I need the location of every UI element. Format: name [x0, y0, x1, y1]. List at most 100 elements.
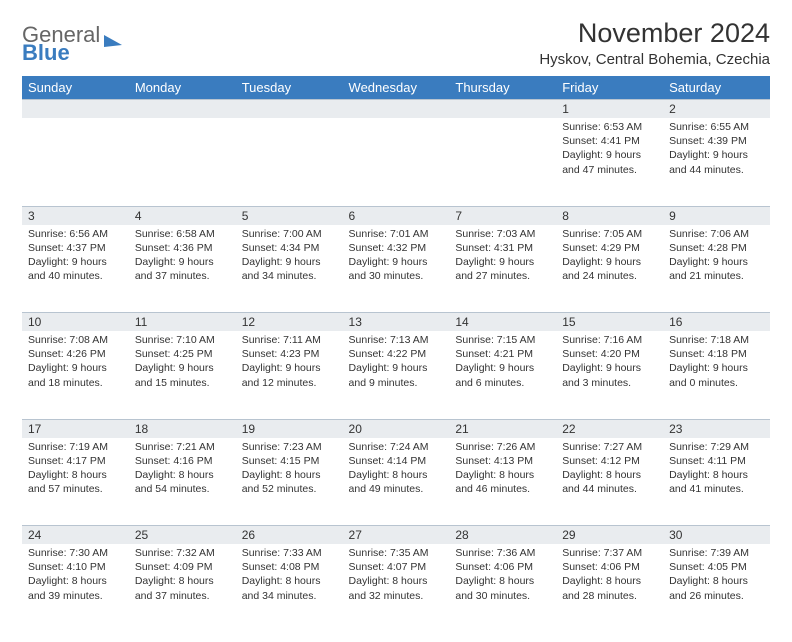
calendar-table: SundayMondayTuesdayWednesdayThursdayFrid…	[22, 76, 770, 632]
daynum-cell: 17	[22, 419, 129, 438]
day-content: Sunrise: 7:05 AMSunset: 4:29 PMDaylight:…	[556, 225, 663, 288]
day-cell: Sunrise: 7:36 AMSunset: 4:06 PMDaylight:…	[449, 544, 556, 632]
sunset-text: Sunset: 4:13 PM	[455, 454, 550, 468]
sunset-text: Sunset: 4:31 PM	[455, 241, 550, 255]
sunrise-text: Sunrise: 7:29 AM	[669, 440, 764, 454]
sunrise-text: Sunrise: 7:10 AM	[135, 333, 230, 347]
day-content: Sunrise: 7:01 AMSunset: 4:32 PMDaylight:…	[343, 225, 450, 288]
daynum-cell: 2	[663, 100, 770, 119]
daynum-cell: 9	[663, 206, 770, 225]
daylight-text: Daylight: 8 hours and 37 minutes.	[135, 574, 230, 602]
sunset-text: Sunset: 4:07 PM	[349, 560, 444, 574]
daynum-cell: 19	[236, 419, 343, 438]
day-number: 14	[449, 313, 556, 331]
sunrise-text: Sunrise: 7:11 AM	[242, 333, 337, 347]
daylight-text: Daylight: 8 hours and 57 minutes.	[28, 468, 123, 496]
day-number: 6	[343, 207, 450, 225]
sunrise-text: Sunrise: 7:00 AM	[242, 227, 337, 241]
day-content: Sunrise: 7:11 AMSunset: 4:23 PMDaylight:…	[236, 331, 343, 394]
day-content: Sunrise: 7:03 AMSunset: 4:31 PMDaylight:…	[449, 225, 556, 288]
day-number: 1	[556, 100, 663, 118]
sunrise-text: Sunrise: 7:08 AM	[28, 333, 123, 347]
daylight-text: Daylight: 9 hours and 27 minutes.	[455, 255, 550, 283]
day-content: Sunrise: 7:36 AMSunset: 4:06 PMDaylight:…	[449, 544, 556, 607]
daylight-text: Daylight: 8 hours and 44 minutes.	[562, 468, 657, 496]
daynum-cell: 12	[236, 313, 343, 332]
sunset-text: Sunset: 4:05 PM	[669, 560, 764, 574]
day-content: Sunrise: 7:27 AMSunset: 4:12 PMDaylight:…	[556, 438, 663, 501]
day-cell: Sunrise: 7:15 AMSunset: 4:21 PMDaylight:…	[449, 331, 556, 419]
sunset-text: Sunset: 4:15 PM	[242, 454, 337, 468]
daynum-row: 17181920212223	[22, 419, 770, 438]
day-number: 20	[343, 420, 450, 438]
sunrise-text: Sunrise: 7:05 AM	[562, 227, 657, 241]
daynum-cell: 14	[449, 313, 556, 332]
daynum-cell: 27	[343, 526, 450, 545]
daylight-text: Daylight: 8 hours and 49 minutes.	[349, 468, 444, 496]
sunrise-text: Sunrise: 7:33 AM	[242, 546, 337, 560]
day-number: 23	[663, 420, 770, 438]
daynum-cell: 29	[556, 526, 663, 545]
daylight-text: Daylight: 9 hours and 12 minutes.	[242, 361, 337, 389]
day-cell	[22, 118, 129, 206]
daynum-cell	[129, 100, 236, 119]
day-number: 30	[663, 526, 770, 544]
sunrise-text: Sunrise: 7:18 AM	[669, 333, 764, 347]
logo-triangle-icon	[104, 35, 122, 47]
daynum-cell: 26	[236, 526, 343, 545]
sunset-text: Sunset: 4:25 PM	[135, 347, 230, 361]
daylight-text: Daylight: 8 hours and 28 minutes.	[562, 574, 657, 602]
day-cell: Sunrise: 7:33 AMSunset: 4:08 PMDaylight:…	[236, 544, 343, 632]
day-cell	[236, 118, 343, 206]
day-cell: Sunrise: 7:05 AMSunset: 4:29 PMDaylight:…	[556, 225, 663, 313]
sunset-text: Sunset: 4:26 PM	[28, 347, 123, 361]
daylight-text: Daylight: 9 hours and 40 minutes.	[28, 255, 123, 283]
day-content: Sunrise: 6:53 AMSunset: 4:41 PMDaylight:…	[556, 118, 663, 181]
daylight-text: Daylight: 8 hours and 39 minutes.	[28, 574, 123, 602]
daynum-cell: 3	[22, 206, 129, 225]
daynum-cell: 28	[449, 526, 556, 545]
sunset-text: Sunset: 4:21 PM	[455, 347, 550, 361]
day-cell: Sunrise: 7:11 AMSunset: 4:23 PMDaylight:…	[236, 331, 343, 419]
sunset-text: Sunset: 4:06 PM	[562, 560, 657, 574]
sunset-text: Sunset: 4:08 PM	[242, 560, 337, 574]
calendar-page: General Blue November 2024 Hyskov, Centr…	[0, 0, 792, 642]
week-row: Sunrise: 7:08 AMSunset: 4:26 PM Daylight:…	[22, 331, 770, 419]
sunset-text: Sunset: 4:29 PM	[562, 241, 657, 255]
daynum-cell: 8	[556, 206, 663, 225]
daynum-cell: 25	[129, 526, 236, 545]
daynum-cell: 18	[129, 419, 236, 438]
sunrise-text: Sunrise: 7:30 AM	[28, 546, 123, 560]
daynum-cell	[449, 100, 556, 119]
day-number: 13	[343, 313, 450, 331]
sunrise-text: Sunrise: 7:06 AM	[669, 227, 764, 241]
daylight-text: Daylight: 9 hours and 9 minutes.	[349, 361, 444, 389]
day-cell: Sunrise: 7:35 AMSunset: 4:07 PMDaylight:…	[343, 544, 450, 632]
month-title: November 2024	[539, 18, 770, 49]
day-cell: Sunrise: 6:55 AMSunset: 4:39 PMDaylight:…	[663, 118, 770, 206]
day-content: Sunrise: 7:23 AMSunset: 4:15 PMDaylight:…	[236, 438, 343, 501]
daynum-cell: 22	[556, 419, 663, 438]
daynum-cell	[236, 100, 343, 119]
day-cell	[449, 118, 556, 206]
day-cell: Sunrise: 7:26 AMSunset: 4:13 PMDaylight:…	[449, 438, 556, 526]
day-header: Friday	[556, 76, 663, 100]
sunset-text: Sunset: 4:22 PM	[349, 347, 444, 361]
daynum-cell: 11	[129, 313, 236, 332]
sunrise-text: Sunrise: 6:55 AM	[669, 120, 764, 134]
day-number: 28	[449, 526, 556, 544]
day-cell: Sunrise: 7:10 AMSunset: 4:25 PMDaylight:…	[129, 331, 236, 419]
day-cell	[129, 118, 236, 206]
daynum-cell: 6	[343, 206, 450, 225]
sunset-text: Sunset: 4:14 PM	[349, 454, 444, 468]
sunrise-text: Sunrise: 7:21 AM	[135, 440, 230, 454]
daylight-text: Daylight: 8 hours and 52 minutes.	[242, 468, 337, 496]
sunset-text: Sunset: 4:36 PM	[135, 241, 230, 255]
week-row: Sunrise: 7:19 AMSunset: 4:17 PMDaylight:…	[22, 438, 770, 526]
sunset-text: Sunset: 4:34 PM	[242, 241, 337, 255]
daylight-text: Daylight: 8 hours and 46 minutes.	[455, 468, 550, 496]
sunrise-text: Sunrise: 7:01 AM	[349, 227, 444, 241]
day-content: Sunrise: 7:19 AMSunset: 4:17 PMDaylight:…	[22, 438, 129, 501]
sunset-text: Sunset: 4:10 PM	[28, 560, 123, 574]
sunrise-text: Sunrise: 6:58 AM	[135, 227, 230, 241]
